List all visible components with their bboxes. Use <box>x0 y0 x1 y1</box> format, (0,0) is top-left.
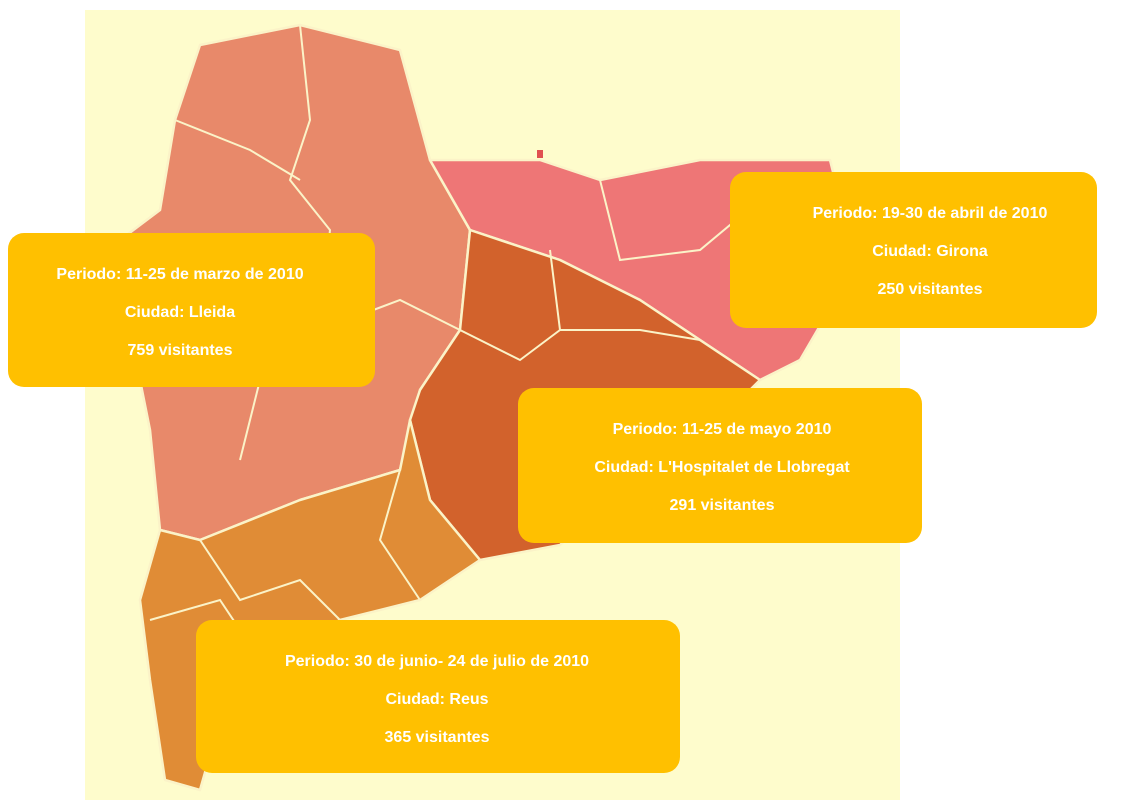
callout-periodo: Periodo: 11-25 de mayo 2010 <box>613 421 832 438</box>
callout-ciudad: Ciudad: Reus <box>385 691 488 708</box>
callout-visitantes: 365 visitantes <box>385 729 490 746</box>
callout-visitantes: 291 visitantes <box>670 497 775 514</box>
comarca-border <box>459 329 561 362</box>
callout-ciudad: Ciudad: Lleida <box>125 304 235 321</box>
callout-box <box>730 172 1097 328</box>
callout-ciudad: Ciudad: Girona <box>872 243 988 260</box>
enclave <box>537 150 543 158</box>
callout-ciudad: Ciudad: L'Hospitalet de Llobregat <box>594 459 850 476</box>
callout-box <box>196 620 680 773</box>
callout: Periodo: 30 de junio- 24 de julio de 201… <box>196 620 680 773</box>
callout: Periodo: 19-30 de abril de 2010 Ciudad: G… <box>730 172 1097 328</box>
callout-box <box>518 388 922 543</box>
callout-periodo: Periodo: 19-30 de abril de 2010 <box>813 205 1048 222</box>
comarca-border <box>174 119 301 181</box>
callout: Periodo: 11-25 de mayo 2010 Ciudad: L'Hos… <box>518 388 922 543</box>
comarca-border <box>378 469 421 601</box>
callouts: Periodo: 11-25 de marzo de 2010 Ciudad: L… <box>8 172 1097 773</box>
callout-periodo: Periodo: 30 de junio- 24 de julio de 201… <box>285 653 589 670</box>
callout-periodo: Periodo: 11-25 de marzo de 2010 <box>56 266 303 283</box>
comarca-border <box>549 249 701 341</box>
callout-visitantes: 250 visitantes <box>878 281 983 298</box>
callout-box <box>8 233 375 387</box>
comarca-border <box>199 539 341 621</box>
callout-visitantes: 759 visitantes <box>128 342 233 359</box>
callout: Periodo: 11-25 de marzo de 2010 Ciudad: L… <box>8 233 375 387</box>
